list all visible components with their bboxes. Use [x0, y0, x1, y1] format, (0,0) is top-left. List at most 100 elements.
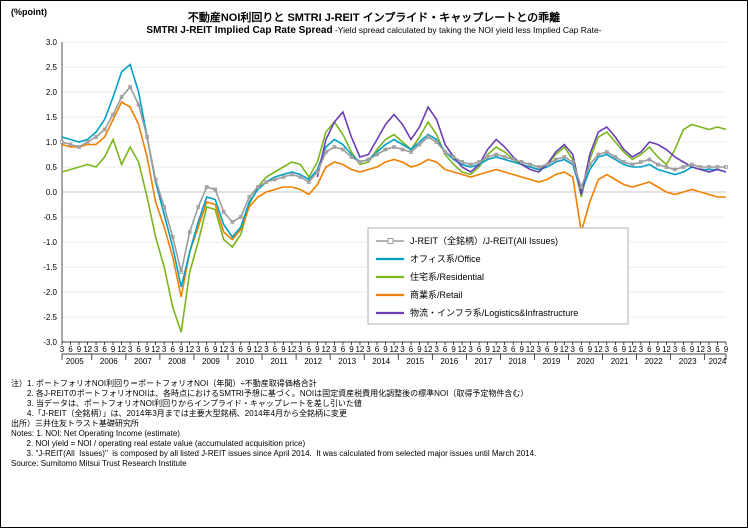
y-axis-unit: (%point) [11, 7, 47, 17]
svg-text:-1.0: -1.0 [43, 238, 57, 247]
svg-text:3.0: 3.0 [46, 38, 58, 47]
notes-block: 注）1. ポートフォリオNOI利回り＝ポートフォリオNOI（年間）÷不動産取得価… [11, 379, 737, 469]
svg-text:2008: 2008 [168, 357, 186, 366]
svg-text:-1.5: -1.5 [43, 263, 57, 272]
svg-text:12: 12 [594, 345, 603, 354]
svg-text:9: 9 [656, 345, 661, 354]
svg-text:商業系/Retail: 商業系/Retail [410, 289, 463, 300]
svg-text:12: 12 [219, 345, 228, 354]
svg-text:3: 3 [366, 345, 371, 354]
svg-text:9: 9 [724, 345, 729, 354]
svg-text:-2.5: -2.5 [43, 313, 57, 322]
svg-text:6: 6 [68, 345, 73, 354]
svg-text:3: 3 [571, 345, 576, 354]
svg-text:3: 3 [639, 345, 644, 354]
note-line: Source: Sumitomo Mitsui Trust Research I… [11, 459, 737, 469]
svg-text:12: 12 [321, 345, 330, 354]
chart-svg: -3.0-2.5-2.0-1.5-1.0-0.50.00.51.01.52.02… [18, 38, 730, 373]
svg-text:3: 3 [264, 345, 269, 354]
svg-text:12: 12 [492, 345, 501, 354]
svg-text:9: 9 [690, 345, 695, 354]
svg-text:2019: 2019 [543, 357, 561, 366]
svg-text:6: 6 [715, 345, 720, 354]
svg-text:9: 9 [485, 345, 490, 354]
svg-text:12: 12 [526, 345, 535, 354]
svg-text:6: 6 [170, 345, 175, 354]
svg-text:12: 12 [390, 345, 399, 354]
svg-text:2016: 2016 [440, 357, 458, 366]
svg-text:-2.0: -2.0 [43, 288, 57, 297]
svg-text:-0.5: -0.5 [43, 213, 57, 222]
note-line: Notes: 1. NOI: Net Operating Income (est… [11, 429, 737, 439]
svg-text:12: 12 [355, 345, 364, 354]
svg-text:12: 12 [424, 345, 433, 354]
svg-text:9: 9 [281, 345, 286, 354]
svg-text:2013: 2013 [338, 357, 356, 366]
svg-text:3: 3 [230, 345, 235, 354]
svg-text:6: 6 [136, 345, 141, 354]
svg-text:2024: 2024 [709, 357, 727, 366]
svg-text:12: 12 [185, 345, 194, 354]
svg-text:9: 9 [315, 345, 320, 354]
svg-text:6: 6 [579, 345, 584, 354]
svg-text:12: 12 [253, 345, 262, 354]
svg-text:6: 6 [511, 345, 516, 354]
svg-text:6: 6 [204, 345, 209, 354]
chart: -3.0-2.5-2.0-1.5-1.0-0.50.00.51.01.52.02… [18, 38, 730, 373]
svg-text:3: 3 [332, 345, 337, 354]
svg-text:0.5: 0.5 [46, 163, 58, 172]
svg-text:9: 9 [349, 345, 354, 354]
note-line: 注）1. ポートフォリオNOI利回り＝ポートフォリオNOI（年間）÷不動産取得価… [11, 379, 737, 389]
svg-text:9: 9 [111, 345, 116, 354]
note-line: 3. "J-REIT(All Issues)" is composed by a… [11, 449, 737, 459]
svg-text:2009: 2009 [202, 357, 220, 366]
svg-text:6: 6 [102, 345, 107, 354]
svg-text:3: 3 [128, 345, 133, 354]
svg-text:2015: 2015 [406, 357, 424, 366]
svg-text:9: 9 [247, 345, 252, 354]
svg-text:2.0: 2.0 [46, 88, 58, 97]
svg-text:12: 12 [560, 345, 569, 354]
svg-text:2017: 2017 [474, 357, 492, 366]
svg-text:2020: 2020 [577, 357, 595, 366]
svg-text:2005: 2005 [66, 357, 84, 366]
svg-text:2010: 2010 [236, 357, 254, 366]
svg-text:6: 6 [307, 345, 312, 354]
note-line: 2. NOI yield = NOI / operating real esta… [11, 439, 737, 449]
svg-text:3: 3 [605, 345, 610, 354]
chart-titles: 不動産NOI利回りと SMTRI J-REIT インプライド・キャップレートとの… [11, 9, 737, 36]
svg-text:0.0: 0.0 [46, 188, 58, 197]
svg-text:9: 9 [77, 345, 82, 354]
svg-text:6: 6 [477, 345, 482, 354]
svg-text:3: 3 [162, 345, 167, 354]
svg-text:2.5: 2.5 [46, 63, 58, 72]
svg-text:3: 3 [434, 345, 439, 354]
svg-text:9: 9 [519, 345, 524, 354]
note-line: 3. 当データは、ポートフォリオNOI利回りからインプライド・キャップレートを差… [11, 399, 737, 409]
svg-text:12: 12 [151, 345, 160, 354]
svg-text:9: 9 [383, 345, 388, 354]
svg-text:2014: 2014 [372, 357, 390, 366]
svg-text:2006: 2006 [100, 357, 118, 366]
svg-text:6: 6 [681, 345, 686, 354]
svg-text:3: 3 [468, 345, 473, 354]
svg-text:3: 3 [707, 345, 712, 354]
svg-text:3: 3 [536, 345, 541, 354]
svg-text:12: 12 [287, 345, 296, 354]
svg-text:9: 9 [622, 345, 627, 354]
svg-text:9: 9 [554, 345, 559, 354]
svg-text:住宅系/Residential: 住宅系/Residential [410, 271, 484, 282]
svg-text:12: 12 [696, 345, 705, 354]
svg-text:2012: 2012 [304, 357, 322, 366]
svg-text:2023: 2023 [679, 357, 697, 366]
svg-text:9: 9 [179, 345, 184, 354]
note-line: 4.「J-REIT（全銘柄）」は、2014年3月までは主要大型銘柄、2014年4… [11, 409, 737, 419]
note-line: 出所）三井住友トラスト基礎研究所 [11, 419, 737, 429]
svg-text:J-REIT（全銘柄）/J-REIT(All Issues): J-REIT（全銘柄）/J-REIT(All Issues) [410, 235, 558, 246]
svg-text:3: 3 [400, 345, 405, 354]
svg-text:6: 6 [341, 345, 346, 354]
svg-text:9: 9 [588, 345, 593, 354]
svg-text:12: 12 [83, 345, 92, 354]
svg-text:2011: 2011 [270, 357, 288, 366]
svg-text:1.0: 1.0 [46, 138, 58, 147]
